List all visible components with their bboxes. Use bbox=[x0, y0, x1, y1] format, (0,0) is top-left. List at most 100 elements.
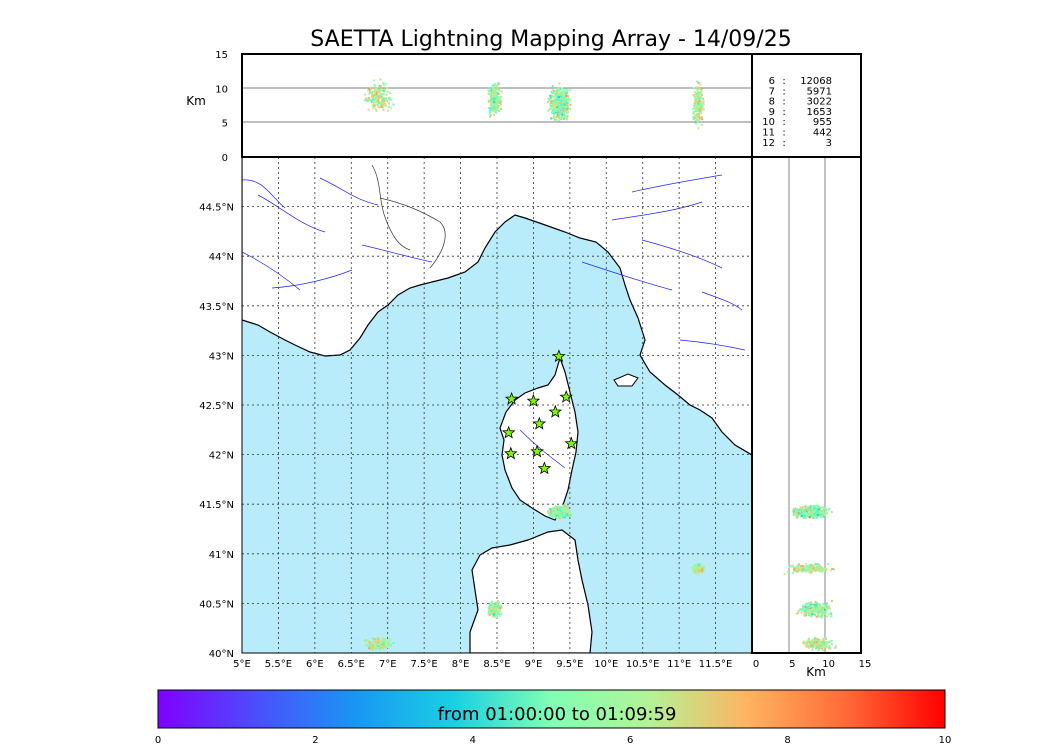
source-point bbox=[804, 510, 807, 513]
lon-tick-label: 6°E bbox=[306, 659, 324, 670]
source-point bbox=[494, 111, 497, 114]
source-point bbox=[561, 513, 564, 516]
source-point bbox=[382, 96, 385, 99]
source-point bbox=[494, 107, 496, 110]
station-star-icon bbox=[532, 416, 547, 430]
source-point bbox=[693, 568, 696, 570]
source-point bbox=[811, 610, 814, 613]
source-point bbox=[565, 115, 568, 118]
source-point bbox=[498, 95, 501, 98]
source-point bbox=[559, 107, 562, 110]
source-point bbox=[820, 515, 823, 518]
source-point bbox=[800, 511, 803, 514]
source-point bbox=[813, 512, 816, 515]
source-point bbox=[568, 511, 571, 514]
source-point bbox=[378, 640, 381, 643]
source-point bbox=[368, 99, 371, 101]
source-point bbox=[803, 512, 806, 515]
source-point bbox=[816, 641, 819, 644]
source-point bbox=[835, 645, 838, 648]
source-point bbox=[373, 646, 375, 649]
source-point bbox=[551, 514, 554, 517]
source-point bbox=[497, 93, 500, 95]
source-point bbox=[800, 608, 803, 610]
source-point bbox=[815, 647, 818, 650]
source-point bbox=[490, 96, 493, 99]
source-point bbox=[792, 508, 795, 511]
source-point bbox=[371, 94, 374, 97]
source-point bbox=[552, 101, 555, 104]
source-point bbox=[823, 604, 826, 607]
source-point bbox=[811, 642, 814, 645]
source-point bbox=[801, 514, 803, 517]
source-point bbox=[368, 645, 371, 648]
source-point bbox=[563, 113, 566, 116]
source-point bbox=[373, 102, 375, 105]
source-point bbox=[693, 116, 696, 119]
source-point bbox=[807, 645, 810, 648]
source-point bbox=[500, 90, 503, 93]
source-point bbox=[564, 109, 567, 112]
source-point bbox=[811, 648, 814, 651]
source-point bbox=[700, 89, 703, 92]
source-point bbox=[814, 609, 817, 612]
source-point bbox=[810, 571, 813, 574]
source-point bbox=[564, 515, 567, 518]
source-point bbox=[787, 571, 789, 574]
source-point bbox=[376, 88, 379, 91]
source-point bbox=[825, 604, 827, 607]
source-point bbox=[700, 115, 703, 118]
station-count-panel: 6: 12068 7: 5971 8: 3022 9: 1653 10: 955 11: 442 12:… bbox=[751, 53, 862, 158]
colorbar-tick-label: 4 bbox=[470, 735, 476, 746]
source-point bbox=[387, 109, 390, 112]
source-point bbox=[500, 604, 503, 607]
source-point bbox=[565, 111, 568, 114]
source-point bbox=[492, 89, 494, 92]
source-point bbox=[364, 643, 366, 646]
source-point bbox=[498, 612, 501, 615]
source-point bbox=[697, 82, 700, 85]
source-point bbox=[557, 119, 560, 122]
source-point bbox=[700, 88, 703, 91]
source-point bbox=[558, 99, 561, 102]
source-point bbox=[822, 643, 825, 646]
source-point bbox=[367, 97, 370, 100]
source-point bbox=[697, 96, 699, 99]
source-point bbox=[804, 505, 807, 508]
source-point bbox=[699, 109, 702, 112]
source-point bbox=[377, 97, 380, 100]
source-point bbox=[494, 612, 497, 615]
lat-tick-label: 41°N bbox=[209, 550, 234, 561]
source-point bbox=[498, 609, 501, 611]
source-point bbox=[563, 94, 566, 97]
source-point bbox=[693, 106, 696, 109]
source-point bbox=[369, 86, 372, 89]
source-point bbox=[817, 641, 820, 644]
source-point bbox=[385, 100, 388, 103]
source-point bbox=[553, 112, 556, 115]
lon-tick-label: 8°E bbox=[452, 659, 470, 670]
source-point bbox=[809, 516, 812, 519]
source-point bbox=[829, 569, 832, 572]
source-point bbox=[549, 511, 552, 514]
source-point bbox=[376, 637, 379, 640]
source-point bbox=[561, 99, 564, 102]
source-point bbox=[822, 515, 825, 518]
source-point bbox=[379, 104, 382, 107]
source-point bbox=[373, 79, 376, 82]
source-point bbox=[559, 101, 562, 104]
source-point bbox=[814, 509, 817, 512]
source-point bbox=[563, 512, 566, 514]
station-star-icon bbox=[530, 444, 544, 458]
source-point bbox=[805, 516, 807, 519]
source-point bbox=[493, 95, 496, 98]
source-point bbox=[812, 511, 815, 514]
source-point bbox=[811, 640, 814, 643]
altitude-x-tick-label: 0 bbox=[753, 659, 759, 670]
source-point bbox=[554, 116, 557, 119]
station-separator: : bbox=[782, 138, 785, 149]
source-point bbox=[816, 563, 819, 566]
source-point bbox=[823, 644, 826, 647]
source-point bbox=[801, 609, 804, 612]
source-point bbox=[692, 111, 695, 114]
